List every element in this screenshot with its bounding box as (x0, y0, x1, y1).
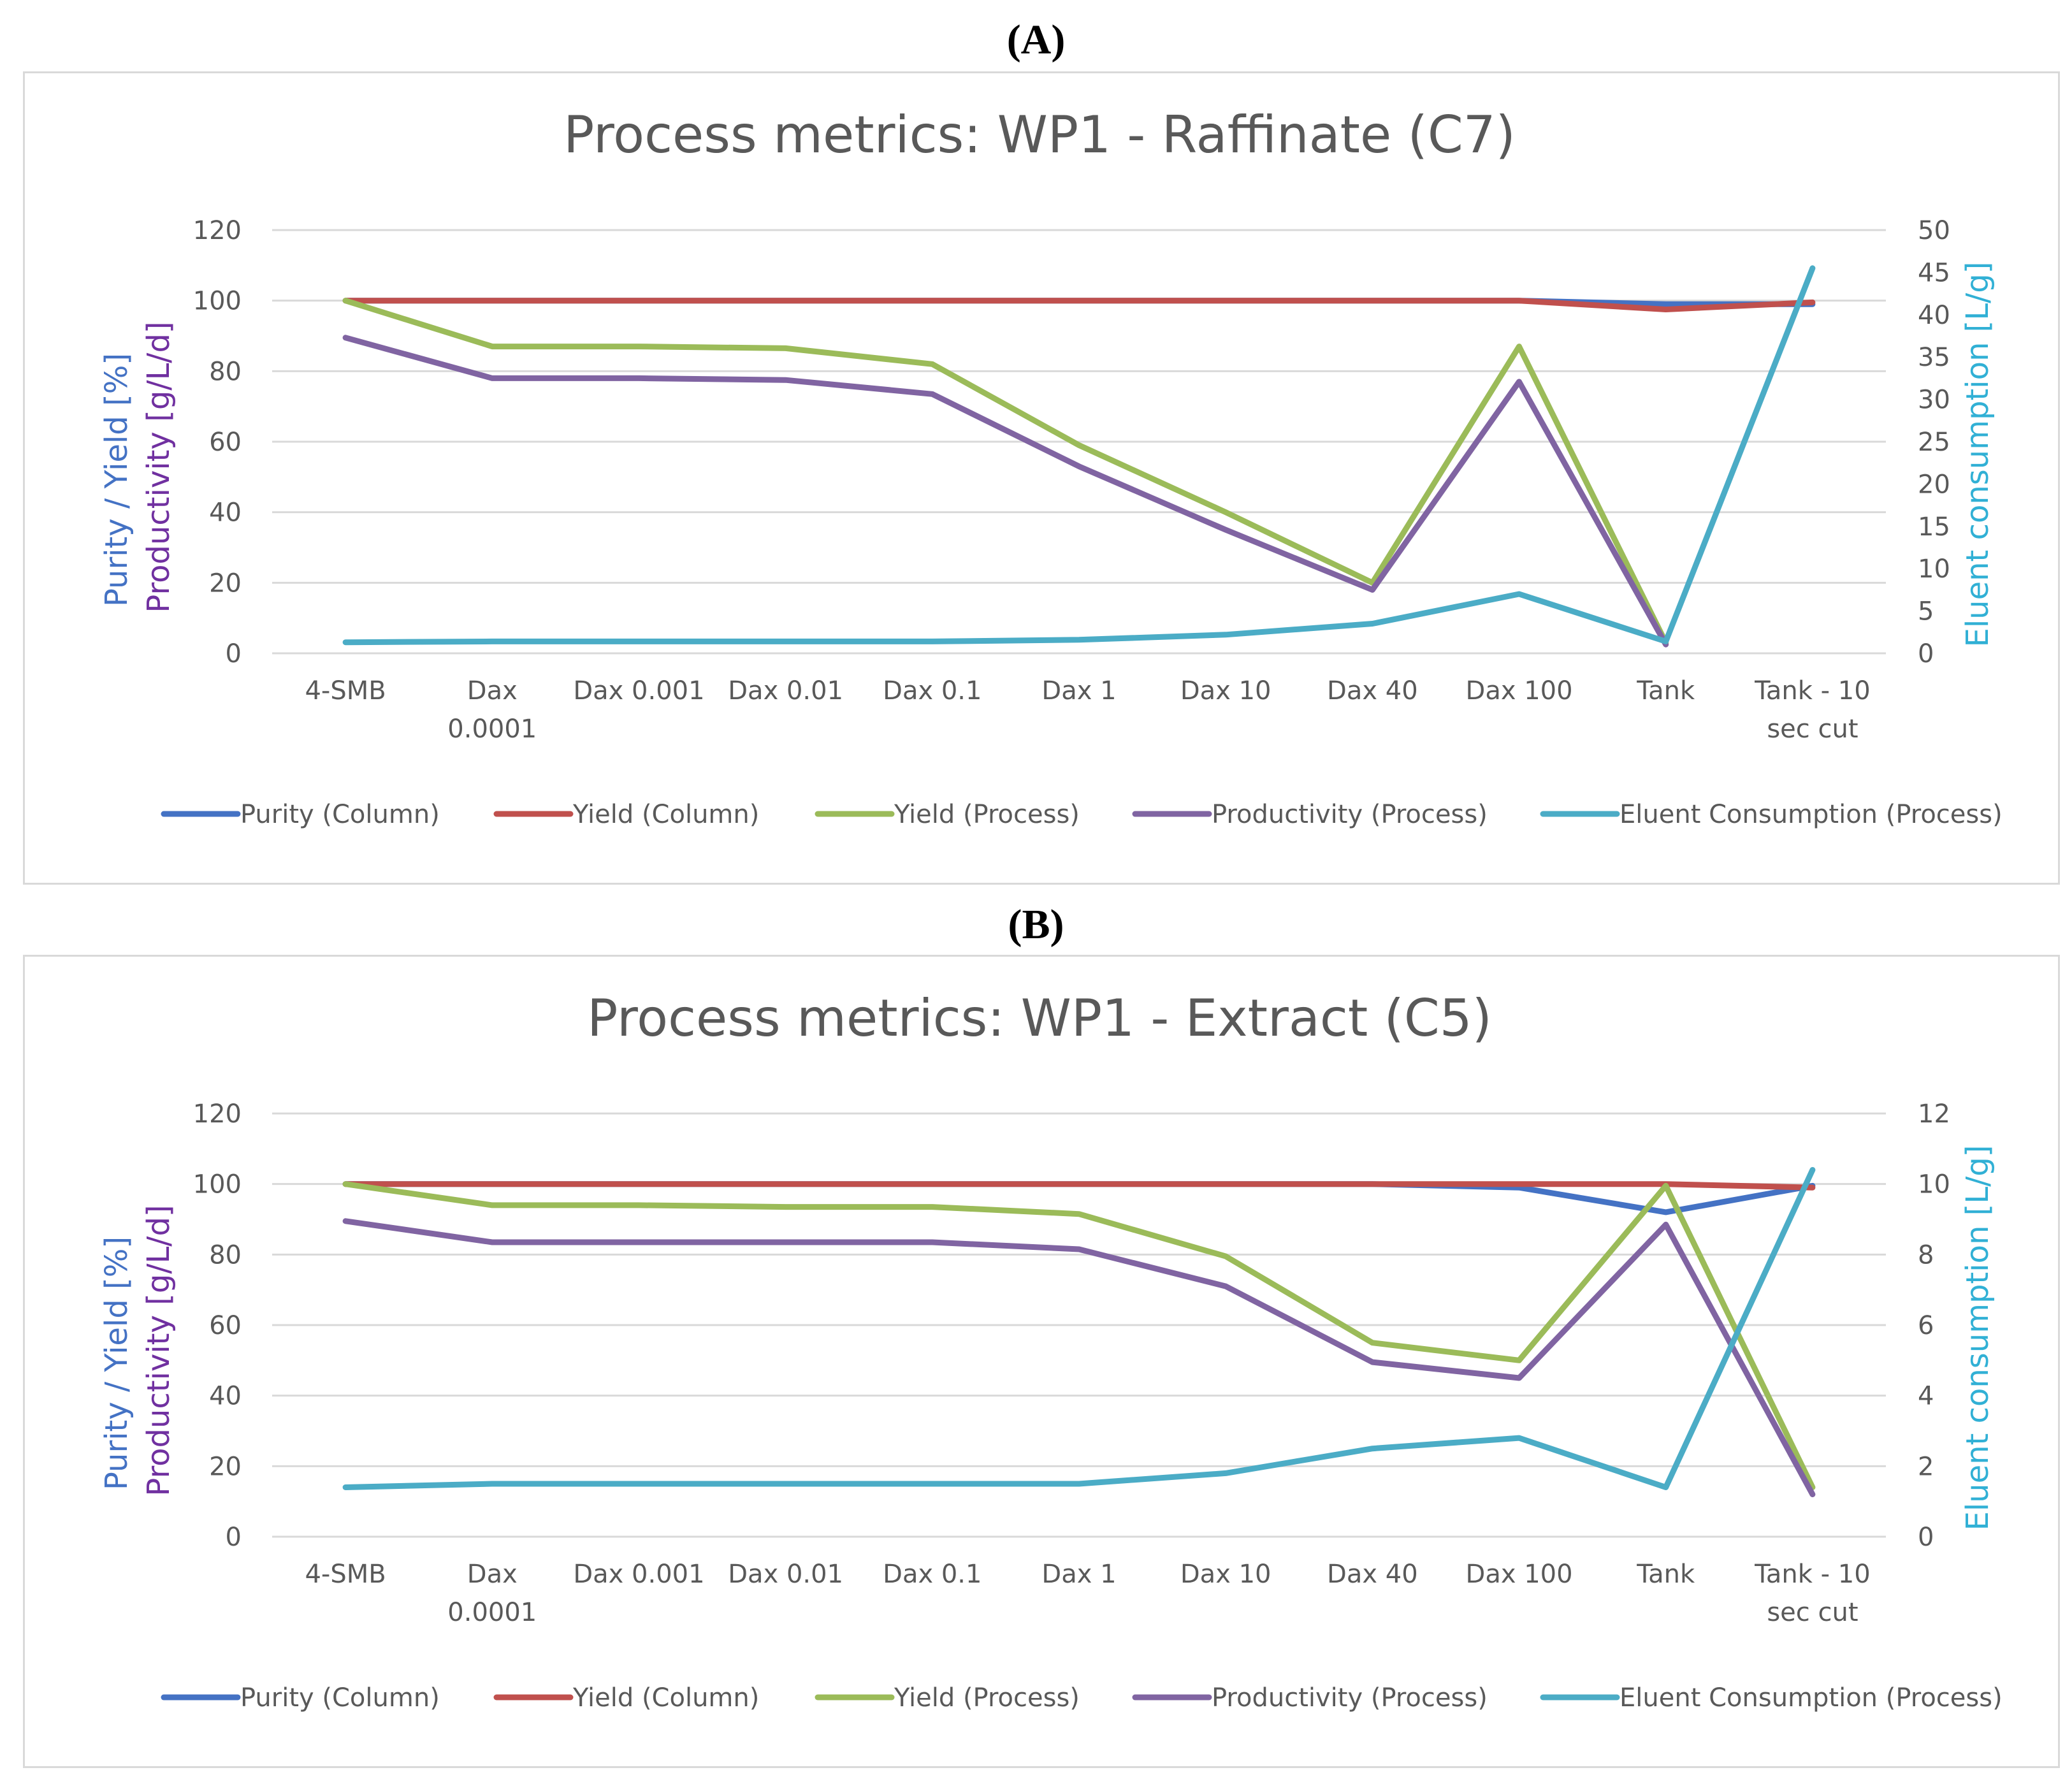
x-tick-label: sec cut (1767, 714, 1858, 744)
y-axis-label-right: Eluent consumption [L/g] (1960, 1145, 1996, 1531)
series-line-yield-column (342, 1181, 1816, 1191)
y-tick-left: 0 (226, 639, 242, 669)
x-tick-label: Tank - 10 (1754, 676, 1871, 706)
chart-svg: Process metrics: WP1 - Raffinate (C7) 0 20… (99, 105, 2003, 829)
y-tick-right: 10 (1918, 1170, 1950, 1200)
x-tick-label: 0.0001 (447, 714, 537, 744)
y-tick-left: 60 (209, 1311, 242, 1340)
x-tick-label: Dax 1 (1041, 676, 1116, 706)
y-tick-left: 120 (193, 1099, 242, 1129)
series-line-eluent-consumption-process (342, 265, 1816, 646)
x-tick-label: Dax 0.01 (728, 676, 843, 706)
x-tick-label: sec cut (1767, 1598, 1858, 1627)
y-tick-right: 15 (1918, 512, 1950, 542)
y-tick-right: 8 (1918, 1240, 1934, 1270)
y-tick-left: 80 (209, 1240, 242, 1270)
y-tick-right: 4 (1918, 1382, 1934, 1411)
x-tick-label: Tank - 10 (1754, 1560, 1871, 1589)
legend-label: Yield (Process) (894, 1683, 1080, 1713)
y-tick-right: 12 (1918, 1099, 1950, 1129)
y-tick-right: 0 (1918, 1523, 1934, 1552)
y-tick-right: 25 (1918, 428, 1950, 457)
series-line-yield-column (342, 298, 1816, 312)
x-tick-label: Tank (1636, 676, 1695, 706)
y-axis-label-left: Purity / Yield [%] (99, 1236, 134, 1490)
y-tick-right: 6 (1918, 1311, 1934, 1340)
y-tick-right: 20 (1918, 470, 1950, 499)
series-line-productivity-process (342, 335, 1669, 648)
x-tick-label: Dax 0.1 (883, 1560, 982, 1589)
panel-label-a: (A) (1006, 17, 1066, 63)
chart-panel-raffinate: Process metrics: WP1 - Raffinate (C7) 0 20… (23, 71, 2060, 885)
y-tick-right: 35 (1918, 343, 1950, 372)
y-axis-label-right: Eluent consumption [L/g] (1960, 262, 1996, 648)
y-tick-left: 80 (209, 357, 242, 386)
legend-label: Eluent Consumption (Process) (1619, 800, 2003, 829)
x-tick-label: Dax 0.1 (883, 676, 982, 706)
y-tick-left: 100 (193, 1170, 242, 1200)
y-axis-label-left-secondary: Productivity [g/L/d] (141, 321, 177, 613)
y-tick-left: 40 (209, 1382, 242, 1411)
chart-panel-extract: Process metrics: WP1 - Extract (C5) 0 20 40… (23, 955, 2060, 1768)
x-tick-label: Dax (467, 1560, 518, 1589)
x-tick-label: 0.0001 (447, 1598, 537, 1627)
y-tick-right: 40 (1918, 301, 1950, 330)
series-line-yield-process (342, 298, 1669, 646)
x-tick-label: 4-SMB (305, 676, 386, 706)
y-tick-left: 120 (193, 216, 242, 245)
y-tick-left: 60 (209, 428, 242, 457)
x-tick-label: Tank (1636, 1560, 1695, 1589)
x-tick-label: Dax 40 (1327, 1560, 1418, 1589)
panel-label-b: (B) (1008, 901, 1064, 948)
x-tick-label: 4-SMB (305, 1560, 386, 1589)
chart-title: Process metrics: WP1 - Extract (C5) (587, 989, 1492, 1048)
y-tick-left: 0 (226, 1523, 242, 1552)
x-tick-label: Dax 10 (1180, 676, 1271, 706)
x-tick-label: Dax (467, 676, 518, 706)
legend-label: Yield (Column) (572, 800, 759, 829)
y-axis-label-left-secondary: Productivity [g/L/d] (141, 1205, 177, 1496)
legend-label: Purity (Column) (240, 800, 440, 829)
legend-label: Yield (Column) (572, 1683, 759, 1713)
y-tick-left: 40 (209, 498, 242, 528)
y-tick-right: 2 (1918, 1452, 1934, 1481)
x-tick-label: Dax 0.001 (573, 1560, 704, 1589)
chart-svg: Process metrics: WP1 - Extract (C5)02040… (99, 989, 2003, 1713)
x-tick-label: Dax 0.001 (573, 676, 704, 706)
series-line-yield-process (342, 1181, 1816, 1490)
y-tick-left: 20 (209, 569, 242, 598)
x-tick-label: Dax 100 (1466, 1560, 1573, 1589)
y-tick-right: 10 (1918, 555, 1950, 584)
legend-label: Purity (Column) (240, 1683, 440, 1713)
y-tick-right: 45 (1918, 258, 1950, 287)
x-tick-label: Dax 0.01 (728, 1560, 843, 1589)
series-line-eluent-consumption-process (342, 1167, 1816, 1490)
series-line-productivity-process (342, 1218, 1816, 1498)
x-tick-label: Dax 40 (1327, 676, 1418, 706)
y-tick-right: 50 (1918, 216, 1950, 245)
y-axis-label-left: Purity / Yield [%] (99, 353, 134, 607)
legend-label: Eluent Consumption (Process) (1619, 1683, 2003, 1713)
y-tick-right: 0 (1918, 639, 1934, 669)
x-tick-label: Dax 10 (1180, 1560, 1271, 1589)
x-tick-label: Dax 1 (1041, 1560, 1116, 1589)
legend-label: Productivity (Process) (1212, 800, 1488, 829)
y-tick-left: 20 (209, 1452, 242, 1481)
y-tick-right: 5 (1918, 597, 1934, 627)
chart-title: Process metrics: WP1 - Raffinate (C7) (563, 105, 1516, 164)
legend-label: Productivity (Process) (1212, 1683, 1488, 1713)
legend-label: Yield (Process) (894, 800, 1080, 829)
x-tick-label: Dax 100 (1466, 676, 1573, 706)
y-tick-right: 30 (1918, 386, 1950, 415)
y-tick-left: 100 (193, 287, 242, 316)
